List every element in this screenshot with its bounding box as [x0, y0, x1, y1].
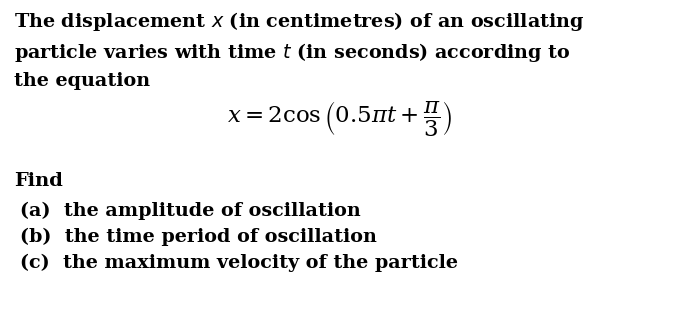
Text: the equation: the equation: [14, 72, 150, 90]
Text: particle varies with time $t$ (in seconds) according to: particle varies with time $t$ (in second…: [14, 41, 570, 64]
Text: Find: Find: [14, 172, 63, 190]
Text: (a)  the amplitude of oscillation: (a) the amplitude of oscillation: [20, 202, 361, 220]
Text: The displacement $x$ (in centimetres) of an oscillating: The displacement $x$ (in centimetres) of…: [14, 10, 584, 33]
Text: (b)  the time period of oscillation: (b) the time period of oscillation: [20, 228, 377, 246]
Text: $x = 2 \cos \left( 0.5\pi t + \dfrac{\pi}{3} \right)$: $x = 2 \cos \left( 0.5\pi t + \dfrac{\pi…: [227, 100, 452, 139]
Text: (c)  the maximum velocity of the particle: (c) the maximum velocity of the particle: [20, 254, 458, 272]
